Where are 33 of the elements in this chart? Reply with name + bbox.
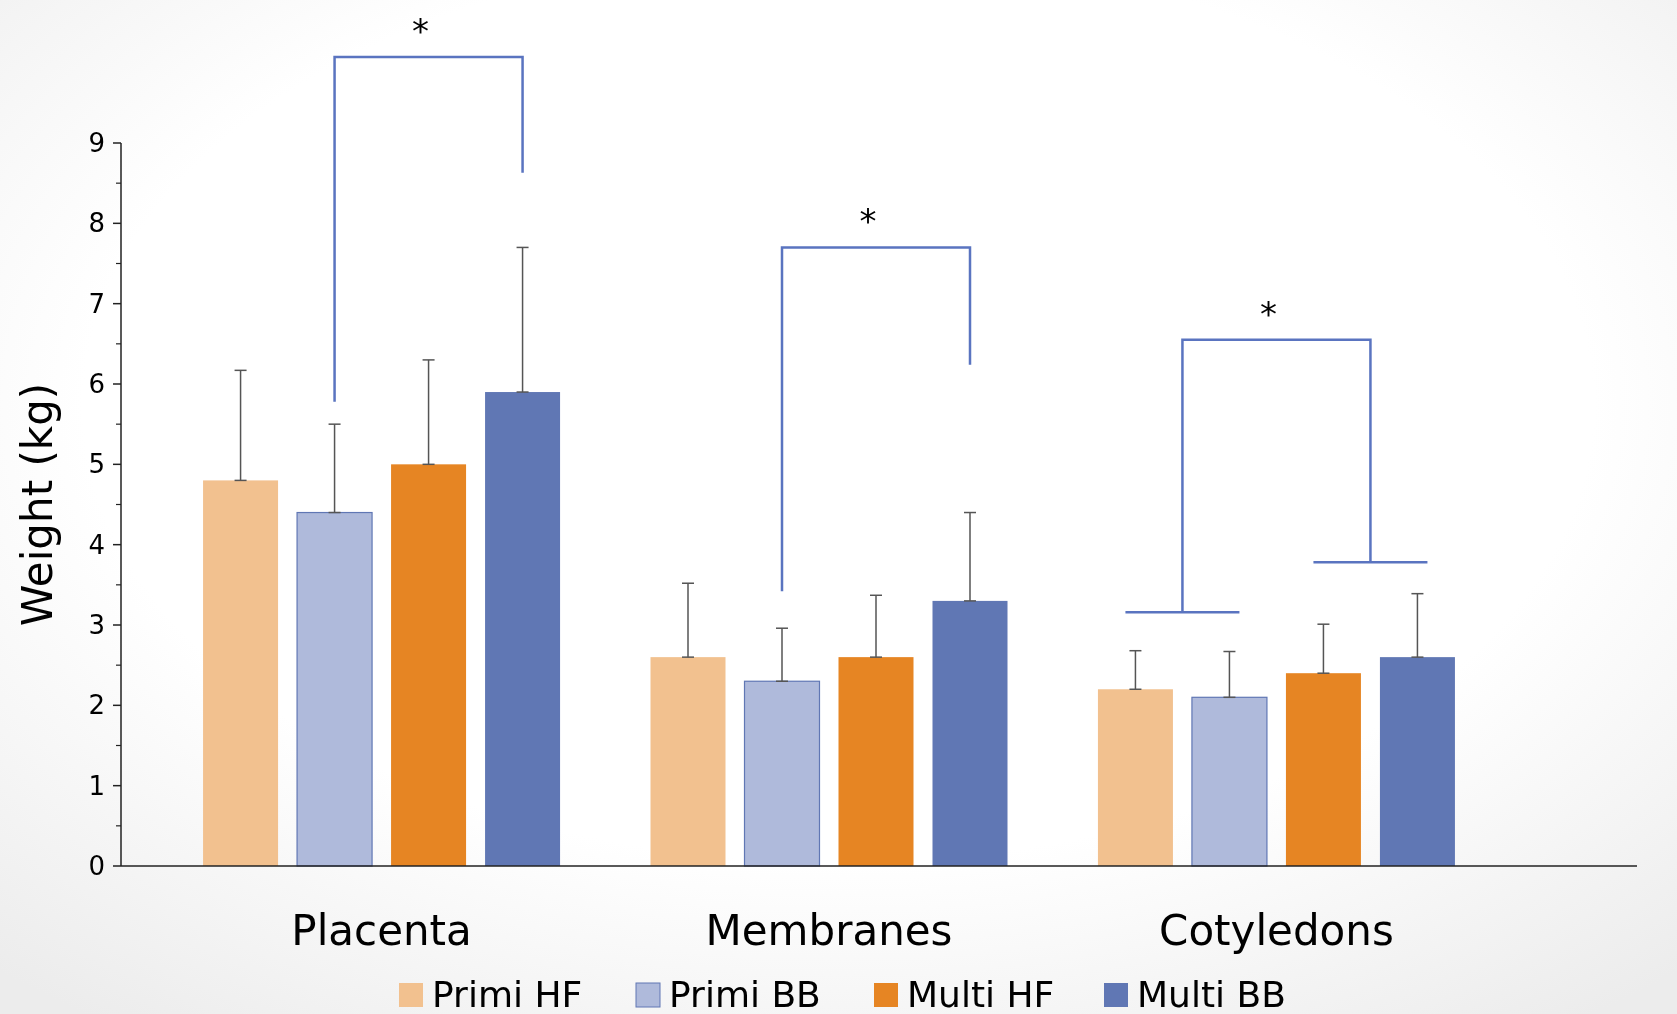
y-tick-label: 0 bbox=[88, 851, 105, 882]
text: * bbox=[412, 11, 430, 52]
bar bbox=[391, 464, 467, 866]
bar bbox=[296, 511, 373, 867]
y-tick-label: 1 bbox=[88, 770, 105, 801]
bar bbox=[1191, 696, 1268, 867]
bar bbox=[932, 600, 1008, 866]
y-tick-label: 7 bbox=[88, 288, 105, 319]
bar bbox=[650, 657, 726, 866]
legend-label: Primi BB bbox=[669, 974, 821, 1014]
y-tick-label: 9 bbox=[88, 128, 105, 159]
bar bbox=[485, 392, 561, 866]
y-tick-label: 6 bbox=[88, 369, 105, 400]
bar bbox=[1097, 689, 1173, 866]
x-tick-label: Placenta bbox=[291, 906, 472, 955]
legend-label: Multi HF bbox=[907, 974, 1055, 1014]
bar bbox=[743, 680, 821, 867]
bar bbox=[1285, 673, 1361, 866]
y-tick-label: 2 bbox=[88, 690, 105, 721]
y-tick-label: 3 bbox=[88, 610, 105, 641]
legend-label: Primi HF bbox=[432, 974, 583, 1014]
x-tick-label: Membranes bbox=[705, 906, 953, 955]
bar bbox=[203, 480, 279, 866]
y-axis-title: Weight (kg) bbox=[13, 382, 62, 627]
y-tick-label: 5 bbox=[88, 449, 105, 480]
legend-label: Multi BB bbox=[1137, 974, 1286, 1014]
annotation: * bbox=[859, 201, 877, 242]
bar bbox=[1379, 657, 1455, 866]
annotation: * bbox=[1259, 293, 1277, 334]
y-tick-label: 4 bbox=[88, 529, 105, 560]
x-tick-label: Cotyledons bbox=[1159, 906, 1394, 955]
y-tick-label: 8 bbox=[88, 208, 105, 239]
bar bbox=[838, 657, 914, 866]
